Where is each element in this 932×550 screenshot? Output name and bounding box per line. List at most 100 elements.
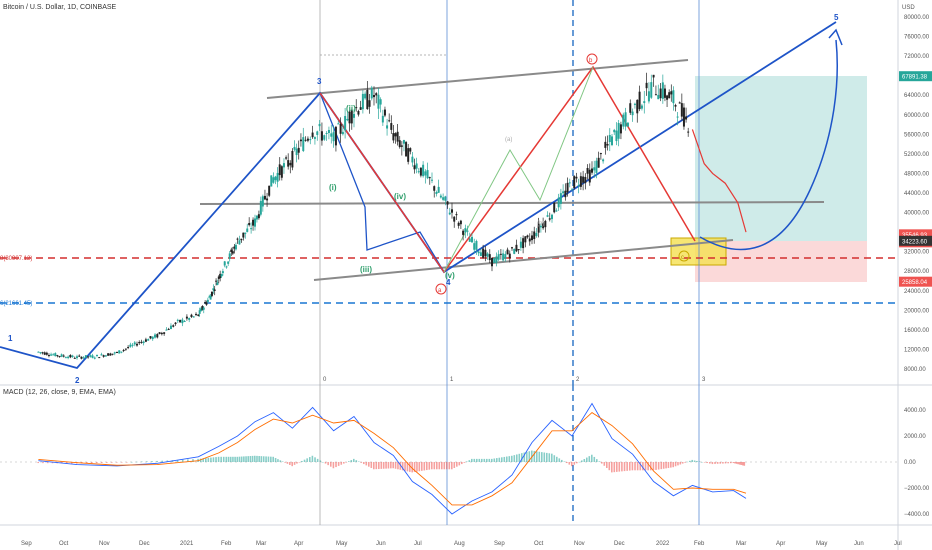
price-tag-label: 67891.38 (902, 75, 928, 81)
candle-body (44, 352, 46, 354)
candle-body (547, 215, 549, 216)
macd-histogram-bar (526, 452, 528, 462)
macd-histogram-bar (220, 457, 222, 462)
candle-body (346, 119, 348, 120)
candle-body (283, 163, 285, 167)
candle-body (154, 335, 156, 338)
macd-histogram-bar (474, 459, 476, 462)
candle-body (149, 336, 151, 338)
candle-body (613, 130, 615, 132)
candle-body (531, 235, 533, 240)
candle-body (298, 148, 300, 153)
candle-body (254, 218, 256, 226)
macd-histogram-bar (47, 462, 49, 463)
candle-body (567, 183, 569, 192)
macd-histogram-bar (660, 462, 662, 469)
macd-histogram-bar (213, 457, 215, 462)
candle-body (444, 196, 446, 200)
macd-histogram-bar (717, 462, 719, 464)
price-tick-label: 72000.00 (904, 54, 930, 60)
macd-histogram-bar (312, 456, 314, 462)
time-tick-label: Apr (294, 541, 303, 547)
candle-body (440, 196, 442, 198)
time-tick-label: Oct (534, 541, 544, 547)
macd-histogram-bar (725, 462, 727, 463)
candle-body (307, 139, 309, 141)
macd-histogram-bar (511, 456, 513, 462)
macd-histogram-bar (424, 462, 426, 470)
candle-body (89, 355, 91, 356)
candle-body (500, 254, 502, 255)
candle-body (618, 123, 620, 139)
candle-body (429, 177, 431, 178)
macd-histogram-bar (348, 461, 350, 462)
candle-body (409, 148, 411, 151)
macd-histogram-bar (429, 462, 431, 470)
candle-body (112, 354, 114, 355)
candle-body (281, 166, 283, 178)
candle-body (681, 103, 683, 116)
candle-body (266, 199, 268, 201)
macd-histogram-bar (395, 462, 397, 469)
candle-body (291, 151, 293, 168)
macd-histogram-bar (210, 458, 212, 462)
macd-histogram-bar (361, 462, 363, 463)
candle-body (467, 231, 469, 232)
macd-histogram-bar (317, 459, 319, 462)
macd-scale[interactable]: 4000.00 2000.00 0.00 −2000.00 −4000.00 (904, 408, 930, 518)
candle-body (366, 90, 368, 109)
candle-body (529, 238, 531, 241)
candle-body (639, 92, 641, 109)
macd-histogram-bar (254, 456, 256, 462)
macd-pane[interactable] (0, 385, 898, 525)
price-tick-label: 12000.00 (904, 347, 930, 353)
wave-label-ii: (ii) (346, 104, 356, 113)
candle-body (132, 345, 134, 346)
macd-histogram-bar (351, 460, 353, 462)
candle-body (518, 249, 520, 250)
candle-body (326, 133, 328, 134)
macd-histogram-bar (451, 462, 453, 469)
candle-body (56, 355, 58, 356)
candle-body (76, 356, 78, 358)
candle-body (127, 347, 129, 348)
long-position-target-zone[interactable] (695, 76, 867, 241)
candle-body (527, 235, 529, 237)
candle-body (309, 139, 311, 140)
macd-histogram-bar (241, 457, 243, 462)
price-tag: 34223.60 (899, 236, 932, 246)
wave-label-2: 2 (75, 376, 80, 385)
macd-histogram-bar (744, 462, 746, 466)
time-scale[interactable]: Sep Oct Nov Dec 2021 Feb Mar Apr May Jun Jul Aug Sep… (21, 541, 902, 547)
macd-histogram-bar (338, 462, 340, 466)
macd-histogram-bar (484, 459, 486, 462)
price-scale[interactable]: 8000.00 12000.00 16000.00 20000.00 24000.00 2… (904, 15, 930, 373)
macd-histogram-bar (378, 462, 380, 469)
macd-histogram-bar (561, 460, 563, 462)
currency-label: USD (902, 5, 915, 11)
candle-body (598, 158, 600, 168)
macd-histogram-bar (243, 456, 245, 462)
candle-body (587, 168, 589, 174)
candle-body (487, 253, 489, 256)
candle-body (666, 95, 668, 99)
macd-histogram-bar (256, 456, 258, 462)
time-tick-label: Aug (454, 541, 465, 547)
candle-body (349, 112, 351, 124)
macd-tick-label: 2000.00 (904, 434, 926, 440)
macd-histogram-bar (699, 461, 701, 462)
macd-histogram-bar (704, 462, 706, 463)
candle-body (159, 332, 161, 334)
macd-histogram-bar (225, 457, 227, 462)
price-tick-label: 80000.00 (904, 15, 930, 21)
candle-body (186, 317, 188, 319)
macd-histogram-bar (616, 462, 618, 472)
candle-body (515, 245, 517, 251)
macd-histogram-bar (712, 462, 714, 464)
candle-body (87, 356, 89, 357)
candle-body (427, 170, 429, 178)
macd-histogram-bar (571, 462, 573, 466)
candle-body (107, 353, 109, 355)
